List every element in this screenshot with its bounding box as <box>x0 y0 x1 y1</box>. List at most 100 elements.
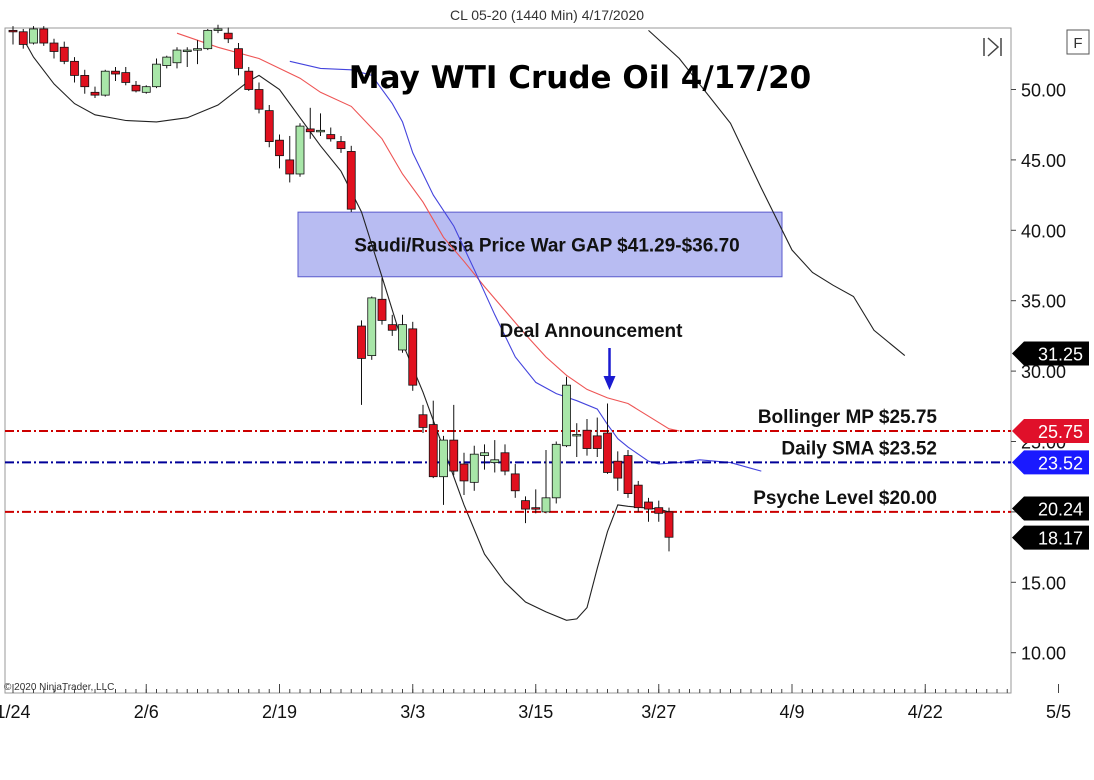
candle-body <box>316 129 325 133</box>
candle <box>562 376 571 448</box>
candle-body <box>254 89 264 110</box>
candle <box>521 496 530 524</box>
candle <box>49 38 59 59</box>
candle <box>203 28 213 51</box>
candle-body <box>244 70 254 90</box>
candle <box>623 449 633 498</box>
x-axis: 1/242/62/193/33/153/274/94/225/55/175/29 <box>0 684 1071 722</box>
candle <box>111 66 120 82</box>
candle <box>582 418 592 456</box>
candle <box>592 417 602 457</box>
level-price-tag: 23.52 <box>1012 450 1089 475</box>
candle-body <box>59 46 69 62</box>
candle <box>480 444 489 470</box>
candle-body <box>90 91 100 96</box>
x-tick-label: 3/3 <box>400 702 425 722</box>
candle-body <box>531 507 541 510</box>
candle-body <box>223 32 233 40</box>
candle-body <box>551 443 561 499</box>
candle-body <box>459 463 469 482</box>
candle-body <box>234 48 243 69</box>
candle-body <box>592 435 602 449</box>
candle-body <box>500 452 510 472</box>
candle <box>244 66 254 91</box>
level-label-1: Daily SMA $23.52 <box>781 438 937 459</box>
deal-arrow-head <box>603 376 616 390</box>
candle-body <box>664 511 674 538</box>
candle <box>633 480 643 512</box>
candle <box>644 497 653 522</box>
candle <box>121 66 131 86</box>
candle-body <box>346 151 356 210</box>
candle-body <box>582 429 592 449</box>
price-tag: 20.24 <box>1012 496 1089 521</box>
candle-body <box>193 48 202 51</box>
candle <box>141 85 151 94</box>
candle <box>469 445 479 491</box>
y-tick-label: 50.00 <box>1021 81 1066 101</box>
candle-body <box>141 86 151 93</box>
indicator-line-1 <box>22 38 670 621</box>
candle <box>213 24 223 34</box>
deal-announcement-label: Deal Announcement <box>500 321 684 342</box>
candle <box>131 81 141 93</box>
candle <box>90 86 100 98</box>
candle <box>654 500 664 522</box>
candle-body <box>305 128 315 133</box>
candle <box>234 43 243 76</box>
price-tag-bg <box>1012 525 1089 550</box>
candle <box>152 58 161 89</box>
candle-body <box>572 434 582 437</box>
price-tag-text: 31.25 <box>1038 345 1083 365</box>
candle <box>500 444 510 476</box>
price-tags: 25.75 23.52 31.25 20.24 18.17 <box>1012 341 1089 550</box>
level-label-2: Psyche Level $20.00 <box>753 488 937 509</box>
candle-body <box>49 42 59 52</box>
price-tag-bg <box>1012 341 1089 366</box>
y-tick-label: 10.00 <box>1021 644 1066 664</box>
candle <box>316 113 325 136</box>
candle-body <box>131 84 141 92</box>
candle-body <box>541 497 551 513</box>
price-tag: 18.17 <box>1012 525 1089 550</box>
y-tick-label: 35.00 <box>1021 292 1066 312</box>
x-tick-label: 5/5 <box>1046 702 1071 722</box>
candle-body <box>367 297 377 357</box>
candle <box>490 440 500 473</box>
candle <box>80 69 90 94</box>
price-tag: 31.25 <box>1012 341 1089 366</box>
candle <box>439 435 448 505</box>
x-tick-label: 4/9 <box>779 702 804 722</box>
candle-body <box>203 29 213 50</box>
plot-frame <box>4 27 1012 694</box>
candle-body <box>377 298 387 321</box>
candle <box>18 28 28 49</box>
candle <box>223 27 233 44</box>
level-price-tag-bg <box>1012 450 1089 475</box>
candle <box>428 400 438 479</box>
scroll-to-end-button[interactable] <box>977 33 1005 61</box>
indicator-line-0 <box>648 29 906 357</box>
play-end-icon <box>987 37 1000 57</box>
candle-body <box>29 28 38 44</box>
candle-body <box>449 439 459 472</box>
candle <box>326 127 336 142</box>
candle-body <box>480 452 489 456</box>
candle <box>551 441 561 504</box>
candle <box>398 314 407 353</box>
candle-body <box>152 63 161 88</box>
candle <box>275 134 284 169</box>
candle-body <box>285 159 295 175</box>
candle <box>603 403 612 474</box>
candle-body <box>408 328 418 386</box>
candle <box>295 123 305 177</box>
x-tick-label: 3/27 <box>641 702 676 722</box>
candle-body <box>439 439 448 478</box>
candle <box>357 320 366 405</box>
f-button[interactable]: F <box>1066 29 1090 55</box>
candle-body <box>70 60 79 76</box>
y-tick-label: 40.00 <box>1021 221 1066 241</box>
candle <box>459 452 469 496</box>
candle <box>387 314 397 336</box>
candle <box>39 26 49 46</box>
